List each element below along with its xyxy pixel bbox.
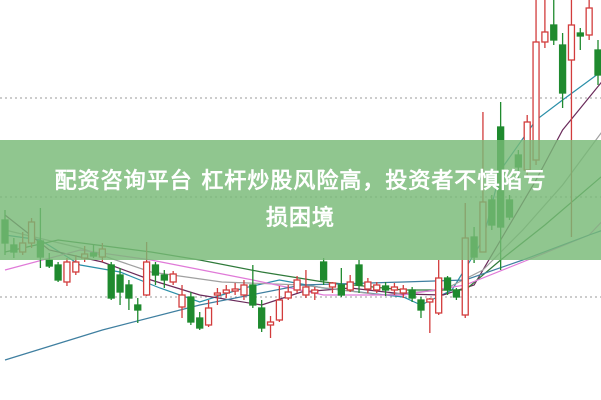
candle-down — [550, 24, 558, 41]
candle-down — [381, 285, 390, 291]
candle-up — [302, 286, 310, 296]
candle-down — [187, 296, 195, 323]
candle-down — [417, 299, 425, 311]
candle-up — [373, 284, 381, 291]
candle-down — [54, 264, 62, 281]
candle-down — [116, 274, 124, 293]
candle-down — [443, 277, 452, 291]
candle-up — [435, 277, 443, 314]
candle-down — [134, 304, 142, 311]
candle-down — [408, 289, 416, 299]
headline-line-2: 损困境 — [265, 206, 335, 231]
candle-up — [204, 307, 213, 326]
candle-up — [178, 294, 186, 308]
candle-up — [240, 284, 248, 296]
candle-down — [196, 317, 204, 329]
candle-down — [45, 259, 53, 267]
candle-up — [213, 292, 222, 296]
candle-down — [249, 284, 257, 306]
candle-up — [266, 321, 275, 326]
candle-up — [364, 281, 372, 290]
candle-up — [346, 281, 354, 291]
candle-up — [63, 261, 71, 283]
candle-up — [426, 298, 434, 303]
candle-up — [585, 7, 593, 36]
candle-down — [258, 307, 266, 329]
candle-up — [399, 288, 407, 294]
candle-down — [160, 274, 168, 281]
candle-up — [72, 261, 80, 273]
candle-up — [284, 291, 292, 299]
headline-line-1: 配资咨询平台 杠杆炒股风险高，投资者不慎陷亏 — [54, 169, 547, 194]
candle-down — [151, 264, 160, 276]
candle-down — [337, 284, 345, 296]
candle-down — [558, 44, 567, 94]
candle-down — [576, 32, 584, 37]
candle-up — [275, 299, 284, 321]
candle-up — [567, 24, 576, 61]
candle-up — [293, 279, 301, 291]
headline-banner: 配资咨询平台 杠杆炒股风险高，投资者不慎陷亏 损困境 — [0, 140, 601, 260]
candle-up — [169, 273, 177, 283]
candle-up — [142, 261, 151, 296]
candle-up — [390, 286, 399, 291]
candle-up — [222, 289, 230, 294]
candle-down — [452, 289, 461, 298]
candle-down — [107, 264, 115, 299]
candle-down — [125, 284, 133, 299]
candle-down — [355, 264, 363, 286]
candle-up — [541, 31, 549, 43]
candle-up — [311, 289, 319, 294]
candle-down — [594, 49, 601, 76]
candle-down — [319, 261, 328, 281]
candle-up — [328, 282, 337, 288]
candle-up — [231, 288, 239, 292]
